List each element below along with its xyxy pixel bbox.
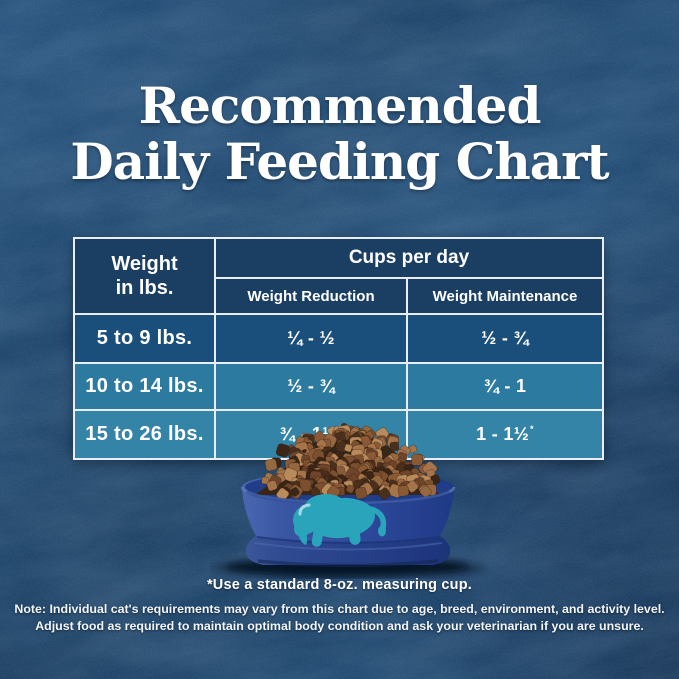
disclaimer-line1: Note: Individual cat's requirements may … (14, 602, 665, 616)
measuring-cup-footnote: *Use a standard 8-oz. measuring cup. (206, 577, 473, 593)
row-3-weight-cell: 15 to 26 lbs. (75, 411, 214, 458)
weight-column-header: Weight in lbs. (75, 239, 214, 313)
kibble-pile (252, 422, 444, 501)
buffalo-logo-icon (293, 494, 387, 547)
row-2-weight-cell: 10 to 14 lbs. (75, 364, 214, 409)
buffalo-horn (298, 503, 311, 516)
disclaimer-note: Note: Individual cat's requirements may … (0, 601, 679, 635)
page-title-line2: Daily Feeding Chart (70, 131, 609, 191)
row-2-reduction-cell: ½ - ¾ (216, 364, 406, 409)
row-1-reduction-cell: ¼ - ½ (216, 315, 406, 362)
weight-maintenance-header: Weight Maintenance (408, 279, 602, 313)
bowl-foot-highlight (253, 542, 443, 551)
food-bowl (210, 422, 486, 579)
row-1-maintenance-cell: ½ - ¾ (408, 315, 602, 362)
feeding-table: Weight in lbs. Cups per day Weight Reduc… (73, 237, 604, 460)
cups-per-day-header: Cups per day (216, 239, 602, 277)
row-1-weight-cell: 5 to 9 lbs. (75, 315, 214, 362)
weight-reduction-header: Weight Reduction (216, 279, 406, 313)
weight-header-line1: Weight (111, 253, 178, 275)
weight-header-line2: in lbs. (115, 277, 174, 299)
bowl-foot-groove-top (256, 536, 440, 544)
row-2-maintenance-cell: ¾ - 1 (408, 364, 602, 409)
bowl-bottom-groove (257, 559, 439, 568)
row-3-maintenance-cell: 1 - 1½ * (408, 411, 602, 458)
page-title-line1: Recommended (138, 75, 542, 135)
page-title: Recommended Daily Feeding Chart (0, 75, 679, 191)
disclaimer-line2: Adjust food as required to maintain opti… (35, 619, 644, 634)
